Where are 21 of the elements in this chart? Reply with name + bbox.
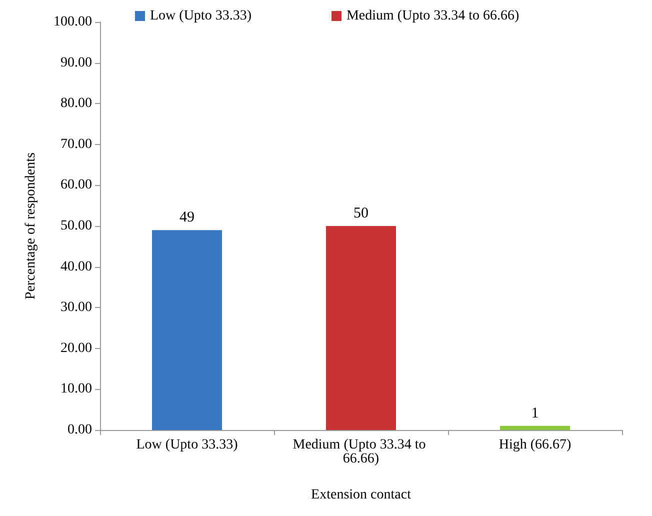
y-tick-label: 50.00 — [60, 218, 92, 234]
y-tick-label: 30.00 — [60, 300, 92, 316]
y-tick-label: 60.00 — [60, 178, 92, 193]
x-axis-title: Extension contact — [311, 488, 412, 502]
y-tick-label: 20.00 — [60, 340, 92, 356]
legend-label: Low (Upto 33.33) — [150, 8, 252, 24]
data-label: 49 — [180, 210, 194, 226]
y-tick-label: 70.00 — [60, 136, 92, 152]
y-tick-label: 100.00 — [54, 14, 92, 30]
legend-label: Medium (Upto 33.34 to 66.66) — [346, 8, 520, 24]
y-tick-label: 40.00 — [60, 259, 92, 274]
y-tick-label: 10.00 — [60, 382, 92, 397]
y-tick-label: 80.00 — [60, 96, 92, 112]
x-tick-label: High (66.67) — [498, 438, 572, 452]
x-tick-label: Medium (Upto 33.34 to 66.66) — [292, 438, 430, 466]
y-tick-label: 90.00 — [60, 55, 92, 70]
y-tick-label: 0.00 — [68, 422, 92, 438]
data-label: 1 — [531, 405, 539, 422]
y-axis-title: Percentage of respondents — [24, 152, 38, 300]
data-label: 50 — [354, 206, 368, 222]
x-tick-label: Low (Upto 33.33) — [136, 438, 238, 452]
